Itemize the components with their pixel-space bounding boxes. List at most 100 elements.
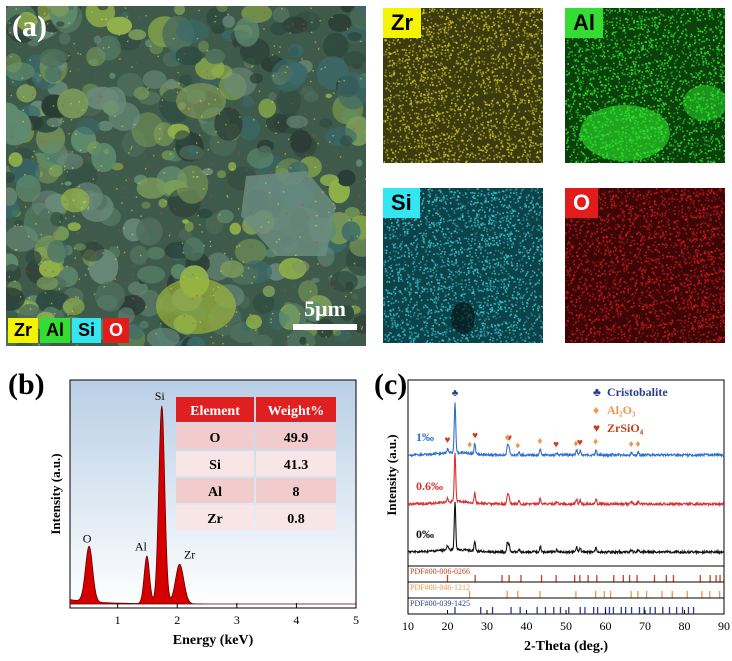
map-dot [402, 158, 405, 160]
sem-dot [61, 72, 63, 74]
map-dot [475, 158, 477, 160]
map-dot [411, 105, 414, 108]
sem-dot [116, 246, 119, 248]
map-dot [634, 72, 636, 75]
map-dot [477, 65, 480, 67]
map-dot [388, 44, 391, 46]
map-dot [405, 74, 408, 77]
map-dot [521, 80, 523, 83]
map-dot [421, 44, 423, 46]
map-dot [451, 9, 453, 12]
map-dot [508, 151, 510, 154]
map-dot [441, 79, 443, 81]
map-dot [520, 49, 523, 52]
sem-dot [313, 134, 315, 137]
map-dot [633, 28, 635, 31]
map-dot [505, 126, 508, 128]
map-dot [482, 82, 485, 84]
sem-dot [136, 145, 138, 148]
sem-dot [271, 312, 274, 315]
sem-dot [17, 256, 20, 258]
sem-dot [162, 283, 164, 285]
map-dot [432, 90, 435, 92]
sem-dot [28, 27, 31, 29]
map-dot [464, 34, 467, 36]
sem-dot [150, 45, 152, 48]
map-dot [388, 121, 391, 124]
map-dot [614, 31, 616, 34]
map-dot [619, 16, 621, 19]
map-dot [532, 131, 535, 133]
map-dot [472, 102, 474, 105]
sem-dot [305, 154, 307, 156]
map-dot [457, 158, 460, 161]
map-dot [412, 63, 415, 66]
map-dot [418, 159, 420, 162]
map-dot [455, 11, 457, 13]
map-dot [437, 12, 439, 14]
sem-dot [321, 331, 324, 333]
map-dot [463, 45, 465, 47]
map-dot [526, 128, 528, 130]
sem-dot [79, 117, 81, 119]
sem-dot [314, 41, 317, 43]
map-dot [404, 66, 407, 69]
map-dot [509, 145, 511, 147]
map-dot [701, 158, 704, 160]
map-dot [534, 91, 536, 93]
map-dot [534, 42, 536, 44]
sem-grain [269, 54, 279, 62]
map-dot [641, 20, 643, 22]
map-dot [481, 12, 484, 14]
map-dot [540, 145, 542, 148]
sem-grain [178, 74, 193, 89]
sem-dot [121, 163, 124, 165]
map-dot [516, 161, 518, 163]
map-dot [698, 72, 700, 75]
map-dot [405, 100, 408, 102]
map-dot [483, 48, 485, 51]
map-dot [666, 42, 668, 44]
map-dot [496, 156, 498, 159]
map-dot [615, 50, 618, 53]
map-dot [504, 118, 507, 120]
map-dot [581, 66, 584, 68]
map-dot [539, 143, 542, 145]
map-dot [624, 32, 627, 34]
map-dot [512, 30, 515, 32]
map-dot [471, 115, 474, 118]
map-dot [579, 84, 581, 86]
map-dot [530, 43, 532, 45]
sem-dot [217, 141, 219, 144]
map-dot [445, 84, 448, 87]
sem-dot [39, 74, 41, 77]
map-dot [518, 57, 521, 59]
map-dot [494, 30, 497, 33]
map-dot [577, 147, 580, 149]
map-dot [476, 125, 478, 127]
map-dot [396, 49, 398, 51]
map-dot [409, 45, 411, 47]
sem-dot [89, 33, 91, 35]
map-dot [419, 72, 421, 75]
map-dot [582, 72, 584, 75]
map-dot [706, 63, 708, 66]
map-dot [696, 53, 698, 55]
map-dot [598, 157, 601, 160]
map-dot [404, 78, 407, 81]
sem-dot [99, 95, 102, 98]
sem-dot [100, 165, 103, 167]
sem-grain [16, 11, 38, 32]
map-dot [618, 26, 621, 29]
map-dot [497, 79, 499, 81]
map-dot [576, 142, 578, 145]
map-dot [507, 149, 509, 151]
map-dot [568, 105, 571, 108]
map-dot [462, 139, 464, 142]
map-dot [480, 109, 483, 111]
map-dot [449, 69, 451, 72]
sem-dot [251, 65, 253, 68]
map-dot [496, 83, 498, 85]
map-dot [458, 156, 461, 158]
sem-dot [285, 341, 288, 343]
